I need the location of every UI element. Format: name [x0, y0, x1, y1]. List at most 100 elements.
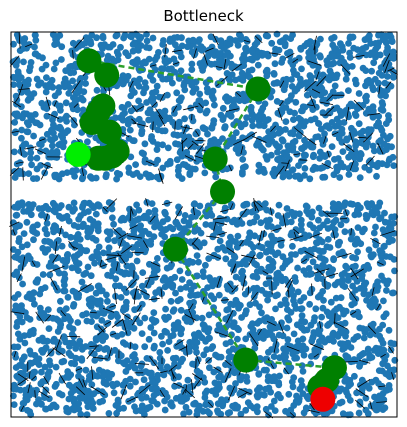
obstacle-point — [63, 169, 71, 177]
obstacle-point — [302, 118, 310, 125]
obstacle-point — [77, 410, 85, 418]
obstacle-point — [63, 112, 70, 120]
obstacle-point — [297, 82, 304, 89]
obstacle-point — [68, 331, 76, 338]
obstacle-point — [93, 299, 101, 307]
obstacle-point — [178, 276, 186, 283]
obstacle-point — [283, 170, 291, 177]
obstacle-point — [270, 172, 278, 180]
obstacle-whisker — [122, 313, 133, 321]
obstacle-point — [249, 273, 257, 280]
obstacle-point — [201, 389, 209, 397]
obstacle-point — [27, 149, 35, 157]
path-edge — [214, 88, 260, 160]
obstacle-whisker — [196, 143, 205, 155]
obstacle-point — [120, 381, 128, 388]
obstacle-whisker — [363, 132, 374, 143]
obstacle-point — [91, 259, 98, 267]
obstacle-whisker — [110, 332, 117, 336]
obstacle-whisker — [145, 160, 155, 166]
obstacle-point — [359, 48, 366, 55]
endpoints — [65, 141, 336, 412]
obstacle-point — [112, 310, 120, 318]
obstacle-point — [343, 136, 351, 144]
obstacle-point — [83, 310, 90, 317]
obstacle-whisker — [58, 372, 67, 385]
obstacle-point — [350, 44, 358, 52]
obstacle-point — [306, 221, 314, 229]
obstacle-point — [298, 107, 305, 115]
obstacle-point — [267, 388, 274, 396]
obstacle-point — [356, 139, 364, 147]
obstacle-point — [76, 86, 83, 94]
obstacle-point — [182, 73, 189, 81]
obstacle-whisker — [331, 131, 339, 136]
obstacle-point — [219, 104, 227, 112]
obstacle-point — [381, 209, 388, 217]
obstacle-point — [383, 287, 390, 294]
obstacle-point — [91, 357, 99, 364]
obstacle-point — [127, 92, 135, 100]
obstacle-whisker — [304, 80, 316, 92]
obstacle-point — [31, 300, 38, 308]
obstacle-point — [368, 67, 375, 75]
obstacle-point — [30, 236, 37, 244]
obstacle-point — [321, 256, 329, 264]
obstacle-whisker — [195, 139, 206, 142]
obstacle-whisker — [316, 268, 325, 276]
obstacle-point — [136, 407, 144, 414]
obstacle-point — [31, 111, 39, 118]
obstacle-point — [351, 372, 358, 380]
obstacle-point — [29, 224, 36, 232]
obstacle-point — [238, 69, 246, 77]
obstacle-point — [255, 161, 263, 169]
obstacle-point — [334, 155, 342, 162]
obstacle-point — [60, 287, 68, 295]
obstacle-whisker — [131, 312, 141, 326]
obstacle-point — [272, 140, 279, 148]
obstacle-whisker — [159, 370, 168, 374]
obstacle-point — [62, 231, 69, 239]
obstacle-point — [198, 314, 206, 322]
obstacle-point — [345, 165, 353, 172]
obstacle-point — [140, 376, 148, 384]
obstacle-whisker — [145, 198, 149, 207]
obstacle-point — [384, 73, 391, 80]
obstacle-whisker — [172, 49, 182, 53]
obstacle-point — [75, 387, 83, 395]
obstacle-whisker — [183, 105, 199, 111]
obstacle-whisker — [196, 355, 201, 365]
obstacle-point — [143, 99, 151, 106]
obstacle-whisker — [193, 377, 203, 389]
obstacle-point — [164, 65, 172, 73]
obstacle-point — [173, 156, 181, 164]
obstacle-point — [355, 120, 363, 128]
obstacle-whisker — [343, 143, 355, 153]
obstacle-point — [70, 395, 78, 403]
obstacle-point — [39, 337, 47, 345]
obstacle-whisker — [184, 314, 196, 321]
obstacle-whisker — [206, 252, 221, 260]
obstacle-point — [18, 356, 26, 364]
obstacle-point — [70, 253, 78, 261]
obstacle-point — [175, 324, 183, 331]
obstacle-point — [242, 256, 250, 263]
obstacle-whisker — [173, 382, 185, 389]
obstacle-point — [334, 332, 342, 340]
obstacle-whisker — [45, 96, 51, 110]
obstacle-whisker — [308, 409, 320, 413]
obstacle-point — [247, 402, 254, 410]
obstacle-whisker — [262, 229, 265, 238]
obstacle-point — [98, 317, 106, 324]
obstacle-point — [15, 34, 22, 42]
obstacle-point — [382, 120, 390, 127]
obstacle-whisker — [117, 252, 127, 265]
obstacle-point — [204, 130, 211, 138]
obstacle-point — [128, 86, 136, 94]
obstacle-point — [323, 283, 331, 290]
obstacle-point — [312, 133, 320, 141]
obstacle-point — [334, 314, 342, 322]
obstacle-point — [187, 318, 195, 326]
obstacle-point — [14, 291, 22, 298]
